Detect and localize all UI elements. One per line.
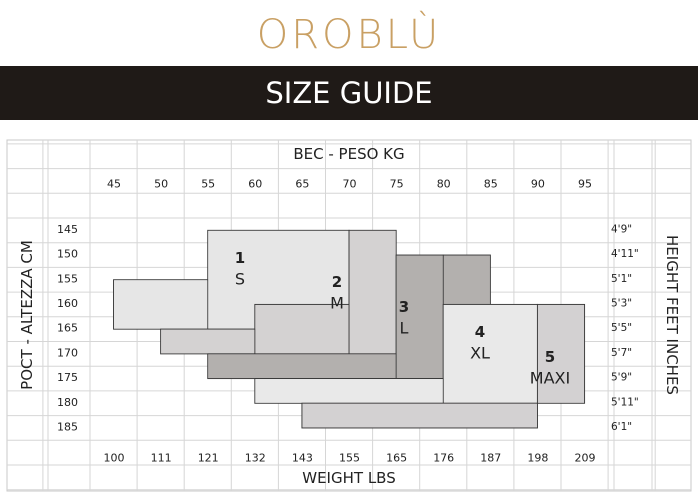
size-region-fill bbox=[114, 280, 208, 329]
ft-tick-label: 5'5" bbox=[611, 322, 632, 334]
kg-tick-label: 75 bbox=[390, 178, 404, 191]
cm-tick-label: 185 bbox=[57, 420, 78, 433]
bottom-axis-title: WEIGHT LBS bbox=[302, 469, 395, 487]
kg-tick-label: 65 bbox=[295, 178, 309, 191]
title-banner: SIZE GUIDE bbox=[0, 66, 698, 120]
size-region-maxi bbox=[301, 303, 586, 429]
lbs-tick-label: 121 bbox=[198, 452, 219, 465]
size-region-fill bbox=[208, 354, 396, 379]
lbs-tick-label: 111 bbox=[151, 452, 172, 465]
cm-tick-label: 155 bbox=[57, 272, 78, 285]
size-region-xl bbox=[254, 303, 538, 404]
size-region-fill bbox=[255, 379, 443, 403]
kg-tick-label: 85 bbox=[484, 178, 498, 191]
cm-tick-label: 175 bbox=[57, 371, 78, 384]
size-region-outline bbox=[536, 303, 586, 404]
cm-tick-label: 180 bbox=[57, 396, 78, 409]
cm-tick-label: 160 bbox=[57, 297, 78, 310]
cm-tick-label: 165 bbox=[57, 322, 78, 335]
lbs-tick-label: 100 bbox=[104, 452, 125, 465]
lbs-tick-label: 209 bbox=[575, 452, 596, 465]
lbs-tick-label: 176 bbox=[433, 452, 454, 465]
size-number: 5 bbox=[545, 348, 555, 366]
ft-tick-label: 5'11" bbox=[611, 396, 639, 408]
size-region-fill bbox=[302, 403, 537, 428]
left-axis-title: POCT - ALTEZZA CM bbox=[18, 240, 36, 390]
lbs-tick-label: 143 bbox=[292, 452, 313, 465]
ft-tick-label: 6'1" bbox=[611, 421, 632, 433]
top-axis-title: BEC - PESO KG bbox=[293, 145, 404, 163]
size-region-fill bbox=[443, 304, 537, 403]
size-number: 3 bbox=[399, 298, 409, 316]
ft-tick-label: 4'11" bbox=[611, 248, 639, 260]
cm-tick-label: 150 bbox=[57, 248, 78, 261]
ft-tick-label: 5'3" bbox=[611, 297, 632, 309]
size-label: M bbox=[330, 294, 344, 313]
size-label: L bbox=[400, 319, 409, 338]
size-region-fill bbox=[537, 304, 585, 403]
size-number: 4 bbox=[475, 323, 485, 341]
size-number: 2 bbox=[332, 273, 342, 291]
kg-tick-label: 80 bbox=[437, 178, 451, 191]
lbs-tick-label: 165 bbox=[386, 452, 407, 465]
kg-tick-label: 90 bbox=[531, 178, 545, 191]
lbs-tick-label: 132 bbox=[245, 452, 266, 465]
kg-tick-label: 95 bbox=[578, 178, 592, 191]
size-region-fill bbox=[161, 329, 255, 354]
kg-tick-label: 60 bbox=[248, 178, 262, 191]
ft-tick-label: 5'7" bbox=[611, 347, 632, 359]
size-label: MAXI bbox=[530, 369, 570, 388]
cm-tick-label: 170 bbox=[57, 346, 78, 359]
kg-tick-label: 50 bbox=[154, 178, 168, 191]
kg-tick-label: 55 bbox=[201, 178, 215, 191]
size-number: 1 bbox=[235, 249, 245, 267]
ft-tick-label: 5'9" bbox=[611, 372, 632, 384]
lbs-tick-label: 187 bbox=[480, 452, 501, 465]
cm-tick-label: 145 bbox=[57, 223, 78, 236]
size-region-outline bbox=[301, 402, 538, 429]
brand-logo: OROBLÙ bbox=[256, 12, 442, 58]
kg-tick-label: 70 bbox=[343, 178, 357, 191]
lbs-tick-label: 155 bbox=[339, 452, 360, 465]
kg-tick-label: 45 bbox=[107, 178, 121, 191]
ft-tick-label: 5'1" bbox=[611, 273, 632, 285]
right-axis-title: HEIGHT FEET INCHES bbox=[663, 235, 681, 395]
ft-tick-label: 4'9" bbox=[611, 223, 632, 235]
size-label: XL bbox=[470, 344, 490, 363]
size-label: S bbox=[235, 270, 245, 289]
page-title: SIZE GUIDE bbox=[265, 76, 433, 110]
lbs-tick-label: 198 bbox=[527, 452, 548, 465]
size-region-fill bbox=[396, 255, 443, 379]
